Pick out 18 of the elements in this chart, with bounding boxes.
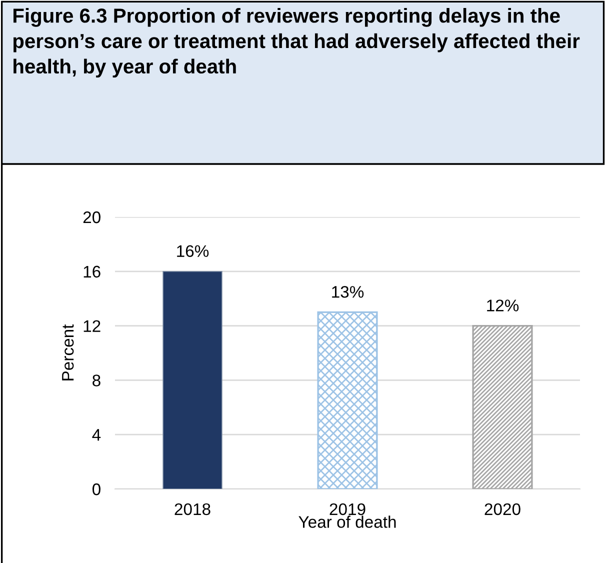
y-tick-label: 0: [92, 483, 100, 496]
bar: [162, 270, 222, 489]
bar: [317, 311, 378, 489]
data-label: 13%: [332, 286, 364, 298]
data-label: 16%: [177, 245, 209, 257]
bar: [472, 324, 533, 489]
x-tick-label: 2019: [330, 503, 366, 516]
x-tick-label: 2020: [484, 503, 520, 516]
y-axis-title: Percent: [62, 324, 74, 380]
data-label: 12%: [487, 300, 519, 312]
y-tick-label: 4: [92, 429, 101, 441]
y-tick-label: 16: [84, 266, 100, 278]
y-tick-label: 20: [83, 211, 100, 224]
x-axis-title: Year of death: [298, 516, 396, 528]
y-tick-label: 8: [92, 374, 100, 386]
x-tick-label: 2018: [174, 503, 210, 516]
y-tick-label: 12: [84, 320, 100, 332]
chart-title: Figure 6.3 Proportion of reviewers reporting delays in the person’s care or treatment that had adversely affected their health, by year of death: [13, 8, 580, 78]
